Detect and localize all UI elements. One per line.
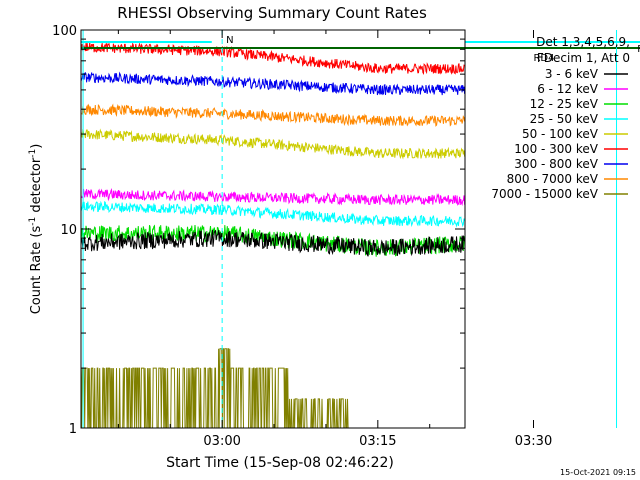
series-line-1	[80, 188, 466, 206]
legend-label-3: 25 - 50 keV	[530, 112, 599, 126]
y-tick-label-2: 100	[52, 24, 77, 39]
legend-label-2: 12 - 25 keV	[530, 97, 599, 111]
rd-label: RD0	[637, 44, 640, 55]
legend-label-0: 3 - 6 keV	[545, 67, 599, 81]
y-axis-label-mid: detector	[29, 157, 44, 217]
chart-title: RHESSI Observing Summary Count Rates	[117, 4, 427, 22]
y-tick-label-1: 10	[60, 223, 77, 238]
y-axis-label-sup2: -1	[28, 149, 38, 158]
series-line-8	[80, 348, 465, 429]
series-line-6	[80, 71, 466, 96]
series-line-4	[80, 128, 466, 160]
legend-label-7: 800 - 7000 keV	[507, 172, 599, 186]
y-tick-label-0: 1	[69, 422, 77, 437]
series-line-7	[80, 103, 466, 127]
legend-header-line2: FDecim 1, Att 0	[537, 51, 630, 65]
series-layer	[80, 42, 466, 429]
rd4-label: RD4	[533, 53, 554, 64]
legend-label-5: 100 - 300 keV	[514, 142, 598, 156]
plot-timestamp: 15-Oct-2021 09:15	[560, 468, 636, 477]
legend-label-8: 7000 - 15000 keV	[491, 187, 598, 201]
series-line-0	[80, 229, 466, 257]
y-axis-label: Count Rate (s-1 detector-1)	[28, 144, 44, 315]
x-axis-label: Start Time (15-Sep-08 02:46:22)	[166, 455, 394, 471]
x-tick-label-2: 03:30	[515, 434, 552, 449]
legend: Det 1,3,4,5,6,9, FDecim 1, Att 0 3 - 6 k…	[491, 35, 630, 201]
x-tick-label-1: 03:15	[359, 434, 396, 449]
legend-label-6: 300 - 800 keV	[514, 157, 598, 171]
x-tick-label-0: 03:00	[203, 434, 240, 449]
legend-label-1: 6 - 12 keV	[537, 82, 599, 96]
y-axis-label-sup1: -1	[28, 217, 38, 226]
series-line-3	[80, 200, 466, 228]
saa-label: N	[226, 35, 233, 46]
y-axis-label-main: Count Rate (s	[29, 226, 44, 315]
y-axis-label-end: )	[29, 144, 44, 149]
legend-label-4: 50 - 100 keV	[522, 127, 599, 141]
legend-header-line1: Det 1,3,4,5,6,9,	[536, 35, 630, 49]
